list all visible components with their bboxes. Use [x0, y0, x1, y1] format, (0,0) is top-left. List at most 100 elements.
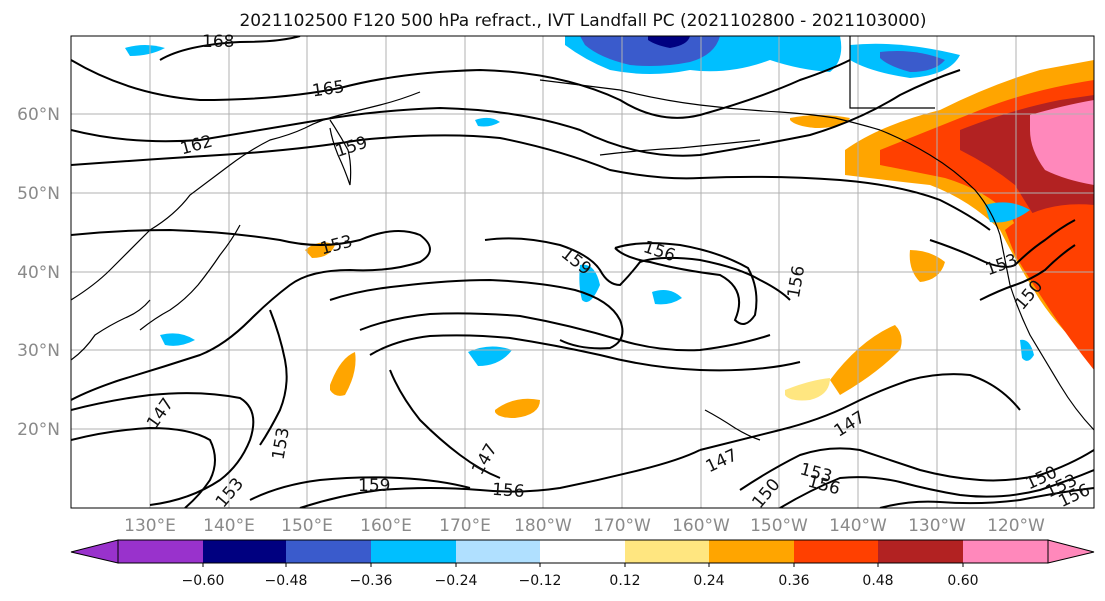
coast-aleutians: [599, 139, 761, 156]
lon-label: 180°W: [514, 516, 572, 536]
coast-asia: [71, 91, 421, 301]
colorbar-tick-label: −0.48: [265, 573, 308, 589]
ivt-negative-small-4: [652, 290, 682, 305]
coast-kamchatka: [329, 119, 352, 186]
ivt-shading: [125, 36, 1094, 418]
map-area: 168 165 162 159 153 156 159 156 153 150 …: [70, 32, 1095, 513]
ivt-negative-region-north-blue: [580, 36, 720, 66]
contour-156-south: [299, 449, 701, 508]
ivt-region-ne-pacific-orange: [830, 325, 902, 395]
graticule: [71, 36, 1094, 508]
contour-156-loop: [614, 242, 758, 325]
ivt-negative-small-2: [475, 117, 500, 127]
ivt-negative-region-nna-blue: [880, 51, 945, 72]
lon-label: 160°E: [360, 516, 412, 536]
lon-label: 170°E: [439, 516, 491, 536]
colorbar-tick-label: 0.48: [862, 573, 893, 589]
contour-156-center: [484, 237, 791, 301]
latitude-labels: 60°N 50°N 40°N 30°N 20°N: [17, 105, 60, 440]
contour-150-east: [739, 447, 1094, 491]
contour-159-middle: [329, 278, 624, 350]
ivt-region-ne-yellow-small: [909, 250, 945, 282]
colorbar-segment: [794, 540, 878, 563]
colorbar-segment: [286, 540, 371, 563]
lat-label: 30°N: [17, 341, 60, 361]
contour-159-south: [249, 476, 471, 501]
lon-label: 150°W: [750, 516, 808, 536]
longitude-labels: 130°E 140°E 150°E 160°E 170°E 180°W 170°…: [124, 516, 1045, 536]
lon-label: 170°W: [593, 516, 651, 536]
lon-label: 150°E: [281, 516, 333, 536]
contour-153-west: [71, 228, 431, 401]
colorbar-segment: [203, 540, 286, 563]
lat-label: 20°N: [17, 420, 60, 440]
lat-label: 60°N: [17, 105, 60, 125]
contour-label: 156: [491, 480, 525, 502]
colorbar-tick-label: −0.36: [350, 573, 393, 589]
ivt-region-mid-orange: [495, 398, 540, 418]
lon-label: 130°E: [124, 516, 176, 536]
contour-153-east: [779, 469, 1094, 508]
map-frame: [70, 35, 1095, 509]
colorbar: −0.60 −0.48 −0.36 −0.24 −0.12 0.12 0.24 …: [70, 539, 1095, 589]
contour-153-ne: [929, 219, 1076, 268]
contour-147-east: [699, 373, 1021, 451]
contour-label: 168: [202, 32, 234, 52]
colorbar-tick-label: 0.24: [693, 573, 724, 589]
colorbar-segment: [540, 540, 625, 563]
colorbar-segment: [118, 540, 203, 563]
lon-label: 130°W: [908, 516, 966, 536]
lon-label: 120°W: [987, 516, 1045, 536]
coast-japan: [139, 224, 241, 331]
ivt-region-nw-pink: [1030, 100, 1094, 185]
refractivity-contours: [71, 36, 1094, 508]
colorbar-tick-label: 0.36: [778, 573, 809, 589]
figure-title: 2021102500 F120 500 hPa refract., IVT La…: [239, 11, 926, 31]
lat-label: 50°N: [17, 184, 60, 204]
contour-159-north: [71, 134, 991, 231]
contour-150-ne: [979, 244, 1076, 301]
colorbar-tick-label: 0.60: [947, 573, 978, 589]
contour-153-sw: [71, 426, 216, 508]
colorbar-extend-high: [1047, 539, 1095, 564]
contour-153-middle: [369, 334, 801, 372]
lon-label: 160°W: [672, 516, 730, 536]
contour-label: 159: [358, 476, 390, 496]
contour-165: [71, 59, 851, 119]
colorbar-segment: [709, 540, 794, 563]
contour-156-east: [879, 487, 1094, 508]
coast-asia-south: [71, 299, 151, 361]
colorbar-frame: [117, 539, 1049, 564]
colorbar-tick-label: −0.12: [519, 573, 562, 589]
colorbar-tick-label: 0.12: [609, 573, 640, 589]
ivt-region-ne-pacific-yellow: [785, 378, 830, 401]
colorbar-tick-label: −0.24: [435, 573, 478, 589]
contour-147-west: [71, 392, 255, 506]
contour-147-center: [389, 369, 501, 479]
ivt-negative-small-8: [160, 333, 195, 346]
colorbar-segment: [456, 540, 540, 563]
colorbar-ticks: [202, 563, 964, 567]
ivt-region-wpac-orange: [305, 242, 335, 258]
coast-na-west: [879, 129, 1094, 431]
ivt-negative-small-5: [468, 346, 512, 366]
contour-label: 165: [311, 77, 346, 101]
lat-label: 40°N: [17, 263, 60, 283]
colorbar-extend-low: [70, 539, 119, 564]
contour-162: [71, 69, 961, 157]
contour-168: [159, 36, 301, 61]
colorbar-segment: [371, 540, 456, 563]
ivt-negative-region-north-navy: [648, 36, 690, 48]
colorbar-tick-label: −0.60: [182, 573, 225, 589]
colorbar-segment: [878, 540, 963, 563]
colorbar-segment: [963, 540, 1048, 563]
ivt-negative-small-6: [985, 202, 1030, 223]
colorbar-segment: [625, 540, 709, 563]
ivt-region-wus-red: [1005, 204, 1094, 370]
lon-label: 140°E: [203, 516, 255, 536]
contour-156-middle: [359, 312, 771, 352]
ivt-negative-small-1: [125, 45, 165, 56]
contour-150-vertical: [259, 309, 288, 446]
lon-label: 140°W: [829, 516, 887, 536]
